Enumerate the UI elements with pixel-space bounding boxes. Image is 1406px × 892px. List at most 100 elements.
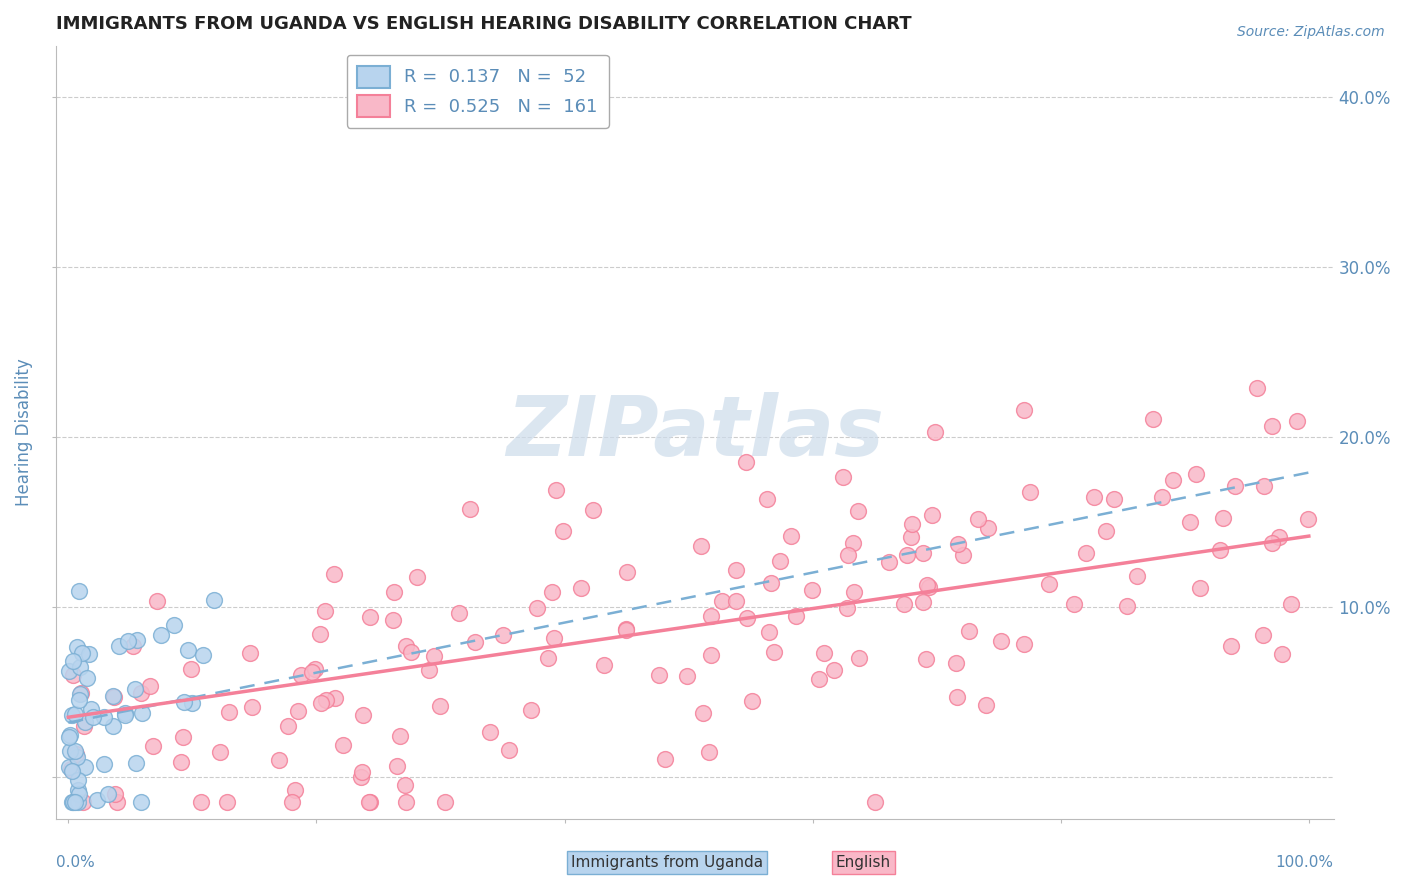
Point [60,795,83,809]
Point [1246,381,1268,395]
Point [58,760,80,774]
Point [93,710,115,724]
Point [1076,546,1098,560]
Point [76,671,98,685]
Point [395,639,418,653]
Point [58,730,80,744]
Point [204,593,226,607]
Point [945,656,967,670]
Point [537,651,560,665]
Point [395,795,418,809]
Point [385,759,408,773]
Point [544,483,567,497]
Point [692,706,714,720]
Point [492,627,515,641]
Point [108,639,131,653]
Point [582,503,605,517]
Point [1125,569,1147,583]
Text: ZIPatlas: ZIPatlas [506,392,884,473]
Point [1279,597,1302,611]
Point [780,529,803,543]
Point [893,598,915,612]
Point [616,566,638,580]
Point [124,681,146,696]
Point [284,782,307,797]
Point [1178,515,1201,529]
Point [807,672,830,686]
Point [699,648,721,662]
Point [1012,402,1035,417]
Point [301,665,323,679]
Point [1161,473,1184,487]
Point [921,508,943,522]
Point [66,750,89,764]
Point [1220,639,1243,653]
Point [1019,484,1042,499]
Point [103,690,125,704]
Point [70,646,93,660]
Point [97,787,120,801]
Point [218,705,240,719]
Point [287,704,309,718]
Point [67,795,90,809]
Point [304,662,326,676]
Point [193,648,215,662]
Point [863,795,886,809]
Point [125,756,148,771]
Point [163,617,186,632]
Text: IMMIGRANTS FROM UGANDA VS ENGLISH HEARING DISABILITY CORRELATION CHART: IMMIGRANTS FROM UGANDA VS ENGLISH HEARIN… [56,15,911,33]
Point [215,795,238,809]
Point [710,594,733,608]
Point [1253,479,1275,493]
Point [114,706,136,720]
Point [86,793,108,807]
Point [458,502,481,516]
Point [290,667,312,681]
Point [239,646,262,660]
Point [800,582,823,597]
Point [915,652,938,666]
Point [104,787,127,801]
Text: Source: ZipAtlas.com: Source: ZipAtlas.com [1237,25,1385,39]
Point [1083,490,1105,504]
Point [823,664,845,678]
Point [879,555,901,569]
Point [142,739,165,753]
Point [1286,414,1309,428]
Point [422,648,444,663]
Point [946,537,969,551]
Point [93,756,115,771]
Point [173,694,195,708]
Point [1271,647,1294,661]
Point [614,622,637,636]
Point [240,700,263,714]
Point [131,686,153,700]
Point [105,795,128,809]
Point [121,640,143,654]
Point [131,795,153,809]
Point [359,795,381,809]
Point [837,600,859,615]
Point [763,645,786,659]
Point [593,657,616,672]
Point [62,654,84,668]
Point [1152,490,1174,504]
Point [735,454,758,468]
Point [1223,478,1246,492]
Point [405,569,427,583]
Point [449,606,471,620]
Point [62,795,84,809]
Point [75,715,97,730]
Point [1209,543,1232,558]
Text: Immigrants from Uganda: Immigrants from Uganda [571,855,762,870]
Point [831,470,853,484]
Point [900,530,922,544]
Point [381,613,404,627]
Point [758,625,780,640]
Point [73,760,96,774]
Point [429,699,451,714]
Point [66,640,89,655]
Point [58,664,80,678]
Y-axis label: Hearing Disability: Hearing Disability [15,359,32,507]
Point [543,631,565,645]
